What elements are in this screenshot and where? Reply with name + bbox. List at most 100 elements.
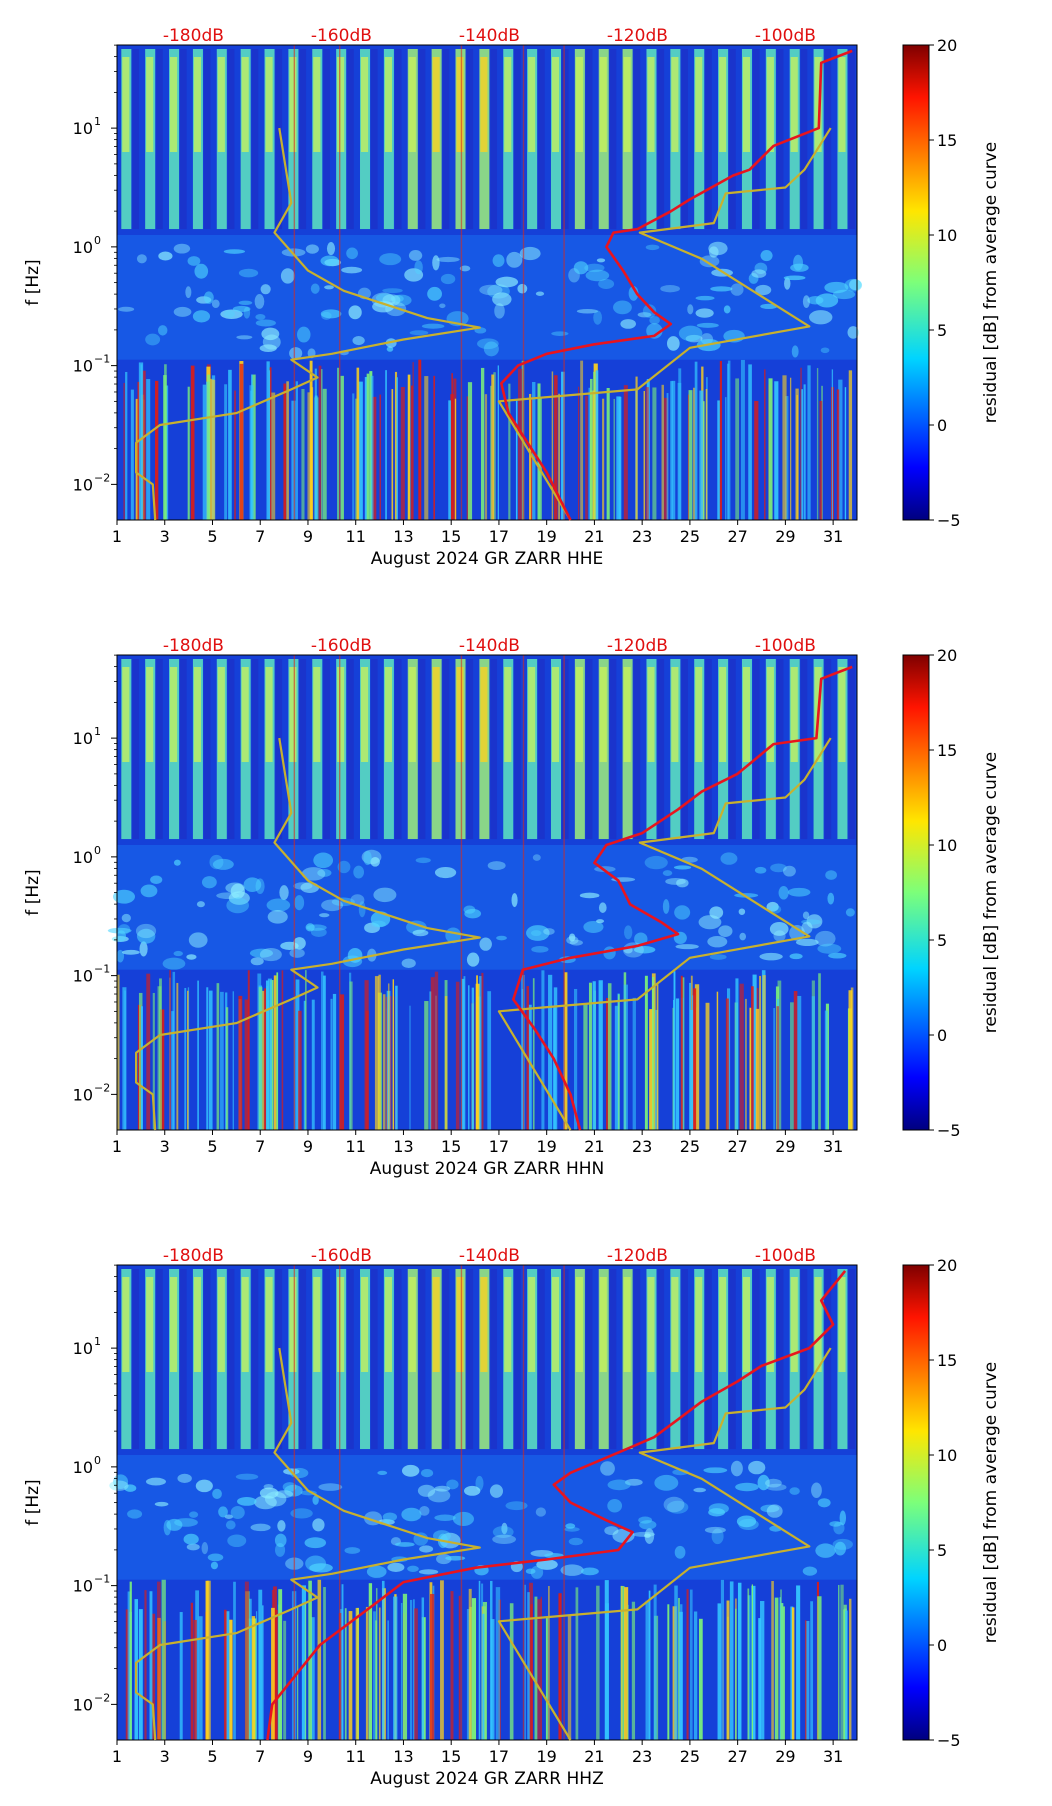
x-tick-label: 29 — [775, 527, 795, 546]
colorbar-tick-label: 0 — [937, 1026, 947, 1045]
db-label: -180dB — [163, 26, 224, 46]
colorbar-label: residual [dB] from average curve — [981, 142, 1001, 423]
series-line-model-bounds-2 — [497, 737, 832, 1131]
x-tick-label: 5 — [207, 1137, 217, 1156]
y-tick-exponent: 1 — [94, 115, 101, 128]
colorbar-tick-label: −5 — [937, 1731, 961, 1750]
x-tick-label: 1 — [112, 527, 122, 546]
colorbar-tick-label: 5 — [937, 1541, 947, 1560]
y-tick-exponent: −1 — [94, 963, 110, 976]
y-tick-label: 10 — [73, 1577, 93, 1596]
series-line-model-bounds — [135, 127, 481, 521]
x-tick-label: 11 — [346, 1137, 366, 1156]
colorbar-gradient — [902, 1264, 930, 1741]
y-tick-label: 10 — [73, 848, 93, 867]
x-tick-label: 5 — [207, 527, 217, 546]
y-tick-exponent: −2 — [94, 1691, 110, 1704]
x-tick-label: 3 — [160, 1137, 170, 1156]
x-tick-label: 5 — [207, 1747, 217, 1766]
colorbar-tick-label: 20 — [937, 1256, 957, 1275]
x-tick-label: 23 — [632, 1747, 652, 1766]
x-tick-label: 3 — [160, 527, 170, 546]
db-label: -160dB — [311, 1246, 372, 1266]
y-tick-exponent: 1 — [94, 1335, 101, 1348]
x-tick-label: 3 — [160, 1747, 170, 1766]
db-label: -100dB — [755, 636, 816, 656]
x-tick-label: 11 — [346, 1747, 366, 1766]
db-label: -120dB — [607, 636, 668, 656]
x-axis-label: August 2024 GR ZARR HHN — [370, 1159, 605, 1179]
y-tick-exponent: −1 — [94, 353, 110, 366]
x-tick-label: 11 — [346, 527, 366, 546]
series-line-model-bounds-2 — [497, 1347, 832, 1741]
colorbar-gradient — [902, 654, 930, 1131]
colorbar-tick-label: 5 — [937, 321, 947, 340]
x-tick-label: 27 — [727, 1137, 747, 1156]
y-tick-label: 10 — [73, 1339, 93, 1358]
x-tick-label: 25 — [680, 1747, 700, 1766]
x-tick-label: 15 — [441, 1137, 461, 1156]
x-tick-label: 15 — [441, 1747, 461, 1766]
y-axis-label: f [Hz] — [23, 259, 43, 305]
colorbar: −5 0 5 10 15 20 residual [dB] from average cur… — [902, 36, 1001, 530]
heatmap-texture — [109, 1265, 857, 1740]
series-line-measured-psd — [266, 1270, 847, 1741]
colorbar-tick-label: 15 — [937, 131, 957, 150]
x-tick-label: 27 — [727, 1747, 747, 1766]
heatmap-texture — [117, 45, 863, 520]
y-axis-label: f [Hz] — [23, 1479, 43, 1525]
colorbar-tick-label: 0 — [937, 1636, 947, 1655]
x-tick-label: 23 — [632, 1137, 652, 1156]
y-tick-exponent: 1 — [94, 725, 101, 738]
series-line-model-bounds — [135, 737, 481, 1131]
x-tick-label: 25 — [680, 1137, 700, 1156]
db-label: -100dB — [755, 1246, 816, 1266]
db-label: -140dB — [459, 636, 520, 656]
x-tick-label: 23 — [632, 527, 652, 546]
x-tick-label: 17 — [489, 1137, 509, 1156]
y-tick-label: 10 — [73, 119, 93, 138]
colorbar-label: residual [dB] from average curve — [981, 752, 1001, 1033]
colorbar: −5 0 5 10 15 20 residual [dB] from average cur… — [902, 1256, 1001, 1750]
y-tick-label: 10 — [73, 967, 93, 986]
colorbar-label: residual [dB] from average curve — [981, 1362, 1001, 1643]
colorbar-tick-label: 0 — [937, 416, 947, 435]
colorbar-tick-label: 5 — [937, 931, 947, 950]
x-tick-label: 29 — [775, 1747, 795, 1766]
x-tick-label: 13 — [393, 527, 413, 546]
x-tick-label: 19 — [536, 1747, 556, 1766]
x-tick-label: 9 — [303, 1747, 313, 1766]
x-tick-label: 7 — [255, 1137, 265, 1156]
db-label: -160dB — [311, 636, 372, 656]
x-tick-label: 19 — [536, 527, 556, 546]
x-tick-label: 9 — [303, 527, 313, 546]
y-tick-exponent: −1 — [94, 1573, 110, 1586]
db-label: -100dB — [755, 26, 816, 46]
colorbar-tick-label: 10 — [937, 1446, 957, 1465]
x-axis-label: August 2024 GR ZARR HHE — [371, 549, 604, 569]
y-tick-label: 10 — [73, 238, 93, 257]
x-tick-label: 21 — [584, 1137, 604, 1156]
x-tick-label: 25 — [680, 527, 700, 546]
x-tick-label: 21 — [584, 527, 604, 546]
heatmap-texture — [107, 655, 857, 1130]
x-tick-label: 1 — [112, 1137, 122, 1156]
x-tick-label: 31 — [823, 1747, 843, 1766]
db-label: -120dB — [607, 1246, 668, 1266]
x-axis-label: August 2024 GR ZARR HHZ — [370, 1769, 603, 1789]
x-tick-label: 19 — [536, 1137, 556, 1156]
x-tick-label: 7 — [255, 527, 265, 546]
series-line-measured-psd — [511, 665, 853, 1131]
y-tick-label: 10 — [73, 1458, 93, 1477]
x-tick-label: 1 — [112, 1747, 122, 1766]
x-tick-label: 7 — [255, 1747, 265, 1766]
colorbar-tick-label: 10 — [937, 836, 957, 855]
x-tick-label: 15 — [441, 527, 461, 546]
x-tick-label: 21 — [584, 1747, 604, 1766]
x-tick-label: 9 — [303, 1137, 313, 1156]
db-label: -180dB — [163, 1246, 224, 1266]
y-axis-label: f [Hz] — [23, 869, 43, 915]
colorbar: −5 0 5 10 15 20 residual [dB] from average cur… — [902, 646, 1001, 1140]
